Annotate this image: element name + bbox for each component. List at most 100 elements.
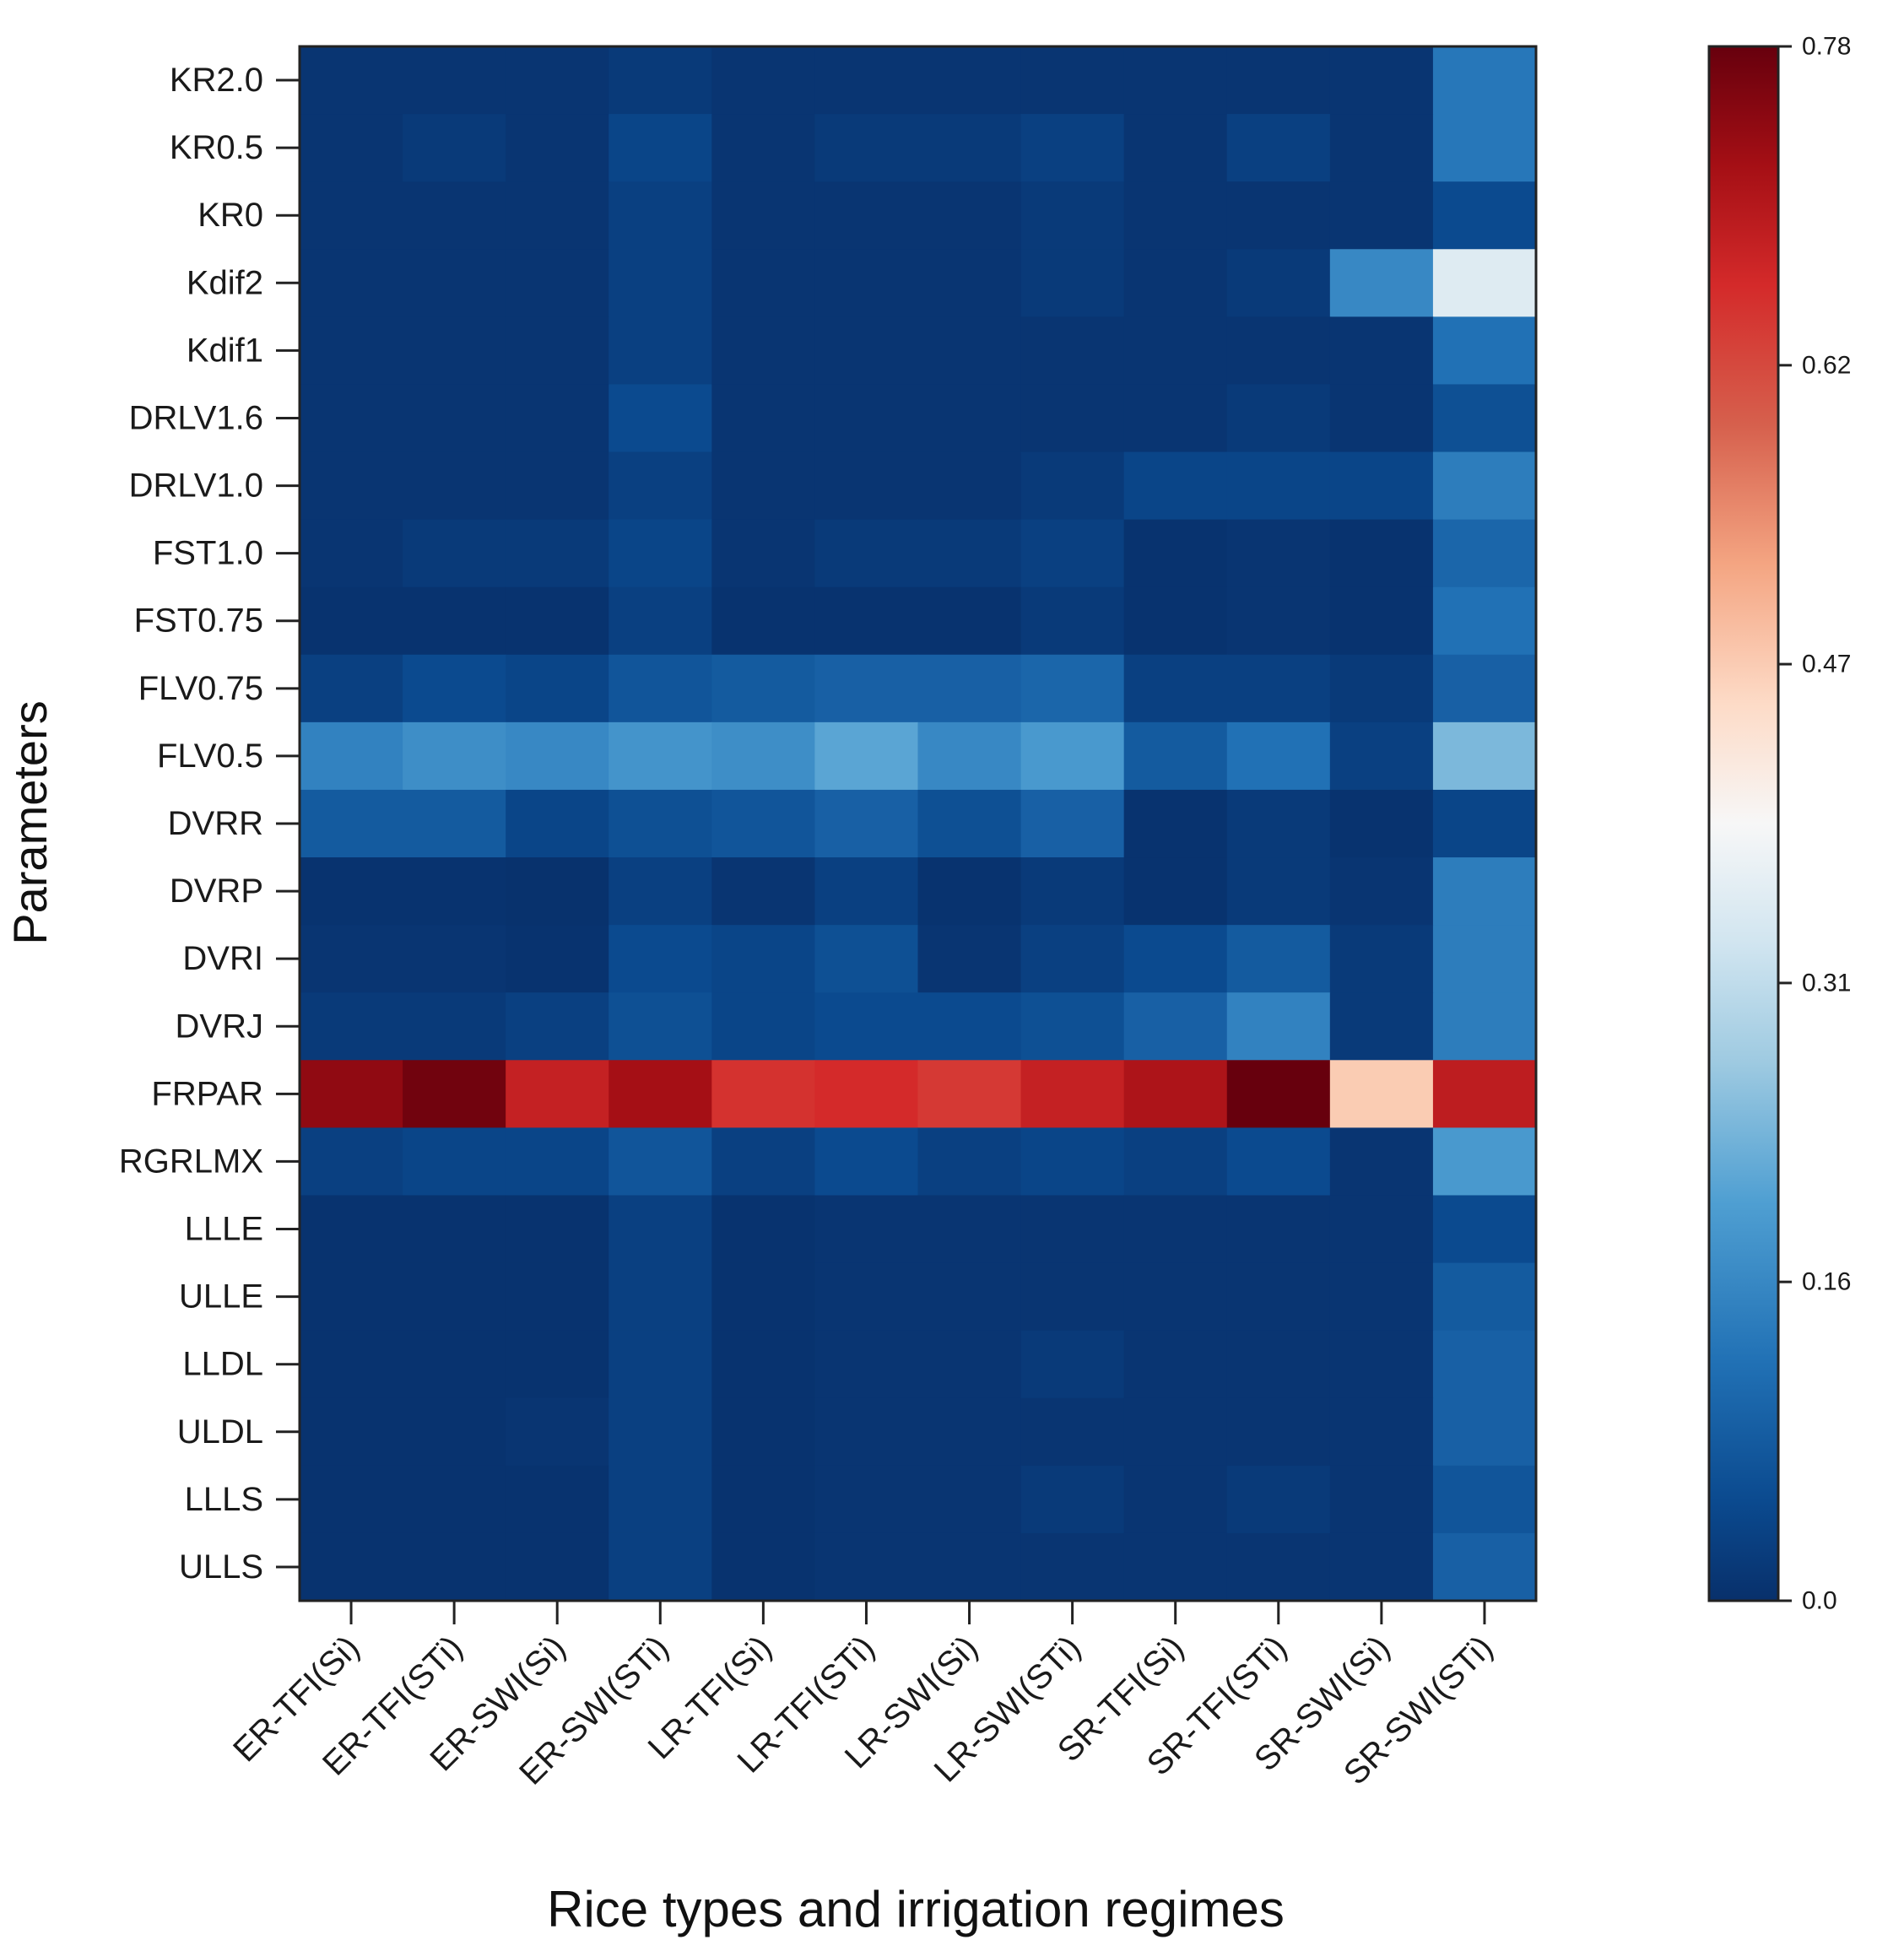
heatmap-cell — [1432, 1465, 1537, 1534]
heatmap-cell — [1226, 249, 1331, 317]
heatmap-cell — [711, 789, 816, 858]
heatmap-cell — [1123, 1060, 1228, 1128]
heatmap-cell — [300, 925, 403, 993]
heatmap-cell — [917, 992, 1022, 1061]
y-tick-label: KR2.0 — [170, 62, 263, 99]
heatmap-cell — [1123, 789, 1228, 858]
heatmap-cell — [814, 519, 919, 588]
heatmap-cell — [1432, 1127, 1537, 1197]
heatmap-cell — [1432, 721, 1537, 791]
heatmap-cell — [1432, 249, 1537, 317]
heatmap-cell — [711, 1127, 816, 1197]
heatmap-cell — [1020, 249, 1125, 317]
heatmap-cell — [711, 451, 816, 521]
heatmap-cell — [403, 721, 506, 791]
heatmap-cell — [917, 519, 1022, 588]
heatmap-cell — [1123, 1262, 1228, 1332]
heatmap-cell — [506, 249, 609, 317]
heatmap-cell — [917, 925, 1022, 993]
heatmap-cell — [300, 181, 403, 250]
heatmap-cell — [1329, 181, 1434, 250]
colorbar-tick-label: 0.47 — [1802, 651, 1851, 678]
y-axis: KR2.0 KR0.5 KR0 Kdif2 Kdif1 DRLV1.6 DRLV1.0 FST… — [119, 62, 300, 1586]
heatmap-cell — [1329, 249, 1434, 317]
heatmap-cell — [403, 181, 506, 250]
heatmap-cell — [403, 1465, 506, 1534]
y-tick-label: ULDL — [177, 1413, 263, 1451]
heatmap-cell — [1329, 789, 1434, 858]
heatmap-cell — [609, 1330, 712, 1399]
heatmap-cell — [1123, 451, 1228, 521]
heatmap-cell — [1020, 1532, 1125, 1602]
heatmap-cell — [1432, 789, 1537, 858]
heatmap-cell — [814, 1330, 919, 1399]
heatmap-cell — [1226, 1532, 1331, 1602]
y-tick-label: LLDL — [182, 1346, 263, 1383]
heatmap-cell — [609, 857, 712, 926]
heatmap-cell — [1329, 1262, 1434, 1332]
heatmap-cell — [1329, 114, 1434, 182]
heatmap-cell — [1020, 46, 1125, 115]
heatmap-cell — [300, 1532, 403, 1602]
y-tick-label: FST1.0 — [153, 535, 263, 572]
heatmap-cell — [1123, 654, 1228, 723]
heatmap-cell — [506, 1060, 609, 1128]
heatmap-cell — [403, 925, 506, 993]
heatmap-cell — [300, 451, 403, 521]
y-tick-label: DVRR — [168, 805, 263, 842]
y-tick-label: DRLV1.6 — [129, 399, 263, 436]
heatmap-cell — [300, 316, 403, 386]
heatmap-cell — [1123, 249, 1228, 317]
heatmap-cell — [711, 992, 816, 1061]
heatmap-cell — [609, 114, 712, 182]
heatmap-cell — [917, 1397, 1022, 1467]
heatmap-cell — [1226, 857, 1331, 926]
heatmap-cell — [1123, 1330, 1228, 1399]
heatmap-cell — [814, 1532, 919, 1602]
heatmap-cell — [1226, 721, 1331, 791]
heatmap-cell — [917, 46, 1022, 115]
y-tick-label: LLLE — [185, 1211, 263, 1248]
heatmap-cell — [300, 1262, 403, 1332]
heatmap-cell — [814, 857, 919, 926]
heatmap-cell — [609, 1532, 712, 1602]
heatmap-cell — [1226, 789, 1331, 858]
heatmap-cell — [814, 181, 919, 250]
heatmap-cell — [609, 316, 712, 386]
heatmap-cell — [1020, 654, 1125, 723]
heatmap-cell — [300, 1330, 403, 1399]
heatmap-cell — [917, 857, 1022, 926]
colorbar-gradient — [1707, 45, 1780, 1602]
heatmap-cell — [300, 789, 403, 858]
heatmap-cell — [1020, 181, 1125, 250]
heatmap-cell — [711, 46, 816, 115]
heatmap-cell — [711, 384, 816, 453]
heatmap-cell — [1329, 925, 1434, 993]
heatmap-cell — [1123, 586, 1228, 656]
heatmap-cell — [506, 519, 609, 588]
heatmap-cell — [1226, 1195, 1331, 1264]
heatmap-cell — [814, 1127, 919, 1197]
heatmap-cell — [403, 114, 506, 182]
heatmap-cell — [814, 789, 919, 858]
heatmap-cell — [506, 1532, 609, 1602]
heatmap-cell — [1329, 1465, 1434, 1534]
heatmap-cell — [609, 1195, 712, 1264]
heatmap-cell — [403, 519, 506, 588]
heatmap-cell — [609, 181, 712, 250]
heatmap-cell — [1432, 1262, 1537, 1332]
heatmap-cell — [1123, 384, 1228, 453]
heatmap-cell — [1020, 992, 1125, 1061]
heatmap-cell — [1432, 992, 1537, 1061]
heatmap-cell — [1432, 1532, 1537, 1602]
heatmap-cell — [609, 586, 712, 656]
y-tick-label: LLLS — [185, 1481, 263, 1518]
heatmap-cell — [403, 1060, 506, 1128]
y-tick-label: FST0.75 — [134, 602, 263, 640]
heatmap-cell — [814, 1465, 919, 1534]
heatmap-cell — [403, 384, 506, 453]
heatmap-cell — [403, 1330, 506, 1399]
y-tick-label: KR0.5 — [170, 129, 263, 166]
heatmap-cell — [711, 181, 816, 250]
heatmap-cell — [609, 1127, 712, 1197]
